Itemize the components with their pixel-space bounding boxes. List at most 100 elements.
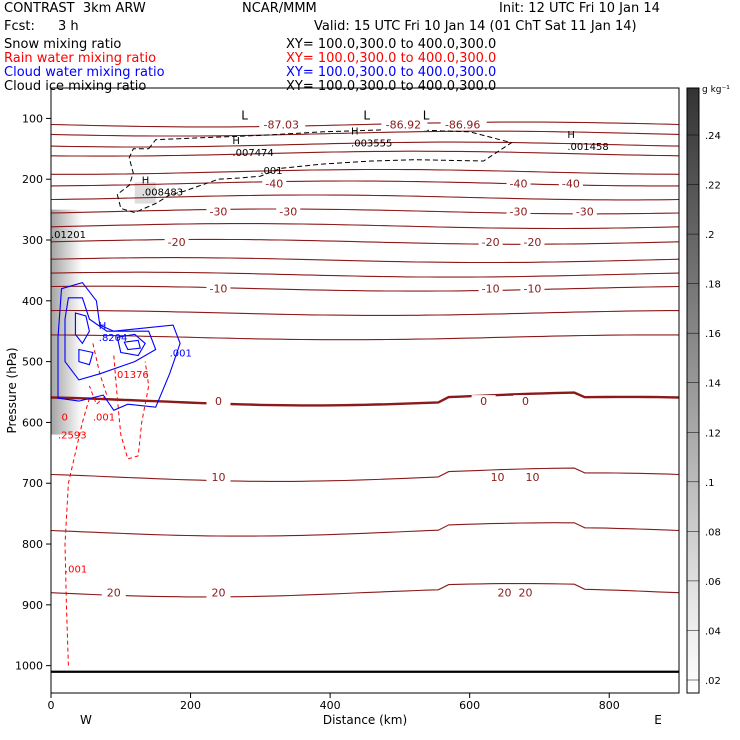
isotherm-label-bg [164, 235, 189, 248]
low-marker: L [241, 108, 248, 122]
colorbar-tick-label: .1 [705, 478, 715, 489]
isotherm-label-bg [471, 395, 496, 408]
rain-label: .01376 [114, 370, 149, 381]
low-value: -86.92 [386, 118, 421, 131]
isotherm-label-bg [206, 395, 231, 408]
isotherm-label-bg [520, 282, 545, 295]
isotherm-label: -20 [168, 236, 186, 249]
plot-frame [50, 87, 680, 694]
colorbar-tick-label: .14 [705, 379, 721, 390]
isotherm-label-bg [101, 586, 126, 599]
colorbar-tick-label: .02 [705, 676, 721, 687]
x-axis-label: Distance (km) [323, 713, 407, 727]
field-cloud-water-name: Cloud water mixing ratio [4, 65, 165, 80]
snow-high-value: .003555 [351, 139, 392, 150]
isotherm-label: -40 [265, 177, 283, 190]
valid-time: Valid: 15 UTC Fri 10 Jan 14 (01 ChT Sat … [314, 19, 637, 34]
isotherm-label: 20 [107, 587, 121, 600]
isotherm-label-bg [262, 177, 287, 190]
snow-contour-label: .001 [260, 166, 282, 177]
isotherm-line [50, 194, 680, 201]
isotherm-label: 10 [211, 471, 225, 484]
isotherm-label-bg [572, 205, 597, 218]
isotherm-label-bg [478, 235, 503, 248]
x-tick-label: 800 [599, 699, 620, 712]
isotherm-line [50, 467, 680, 482]
isotherm-line [50, 271, 680, 278]
colorbar-tick-label: .16 [705, 329, 721, 340]
isotherm-label-bg [520, 471, 545, 484]
x-tick-label: 200 [180, 699, 201, 712]
y-tick-label: 800 [22, 538, 43, 551]
field-rain-name: Rain water mixing ratio [4, 51, 157, 66]
east-label: E [654, 713, 662, 727]
isotherm-label-bg [492, 586, 517, 599]
isotherm-label: -30 [576, 205, 594, 218]
forecast-label: Fcst: [4, 19, 35, 34]
isotherm-line [50, 223, 680, 230]
isotherm-label: 20 [498, 587, 512, 600]
cloud-water-high-value: .8204 [99, 333, 128, 344]
snow-high-marker: H [351, 127, 359, 138]
snow-high-value: .007474 [232, 148, 273, 159]
isotherm-label-bg [506, 205, 531, 218]
colorbar-gradient [686, 87, 700, 694]
field-cloud-water-xy: XY= 100.0,300.0 to 400.0,300.0 [286, 65, 497, 80]
isotherm-label: 0 [522, 395, 529, 408]
isotherm-line [50, 130, 680, 137]
isotherm-label: 10 [491, 471, 505, 484]
snow-high-marker: H [142, 175, 150, 186]
colorbar-unit: g kg⁻¹ [702, 85, 730, 95]
rain-label: 0 [61, 412, 67, 423]
cloud-water-contour [78, 348, 94, 366]
cloud-water-contour [64, 297, 157, 381]
isotherm-line [50, 583, 680, 598]
low-value: -87.03 [264, 118, 299, 131]
isotherm-line [50, 522, 680, 537]
model-title: CONTRAST 3km ARW [4, 1, 146, 16]
snow-high-value: .008483 [142, 187, 183, 198]
field-cloud-ice-name: Cloud ice mixing ratio [4, 79, 147, 94]
snow-high-marker: H [567, 130, 575, 141]
low-marker: L [423, 108, 430, 122]
init-time: Init: 12 UTC Fri 10 Jan 14 [499, 1, 660, 16]
cloud-water-contour [74, 312, 90, 345]
isotherm-label: -30 [209, 205, 227, 218]
isotherm-label: -30 [510, 205, 528, 218]
cloud-water-contour [123, 339, 141, 351]
isotherm-label: -10 [482, 283, 500, 296]
field-snow-xy: XY= 100.0,300.0 to 400.0,300.0 [286, 37, 497, 52]
isotherm-label: 20 [211, 587, 225, 600]
cloud-water-label: .001 [170, 348, 192, 359]
isotherm-label-bg [558, 177, 583, 190]
isotherm-label-bg [513, 395, 538, 408]
rain-contour [88, 343, 108, 406]
colorbar-tick-label: .24 [705, 131, 721, 142]
isotherm-line [50, 391, 680, 407]
colorbar-tick-label: .18 [705, 280, 721, 291]
isotherm-label-bg [506, 177, 531, 190]
isotherm-label-bg [485, 471, 510, 484]
cloud-water-contour [57, 281, 181, 411]
isotherm-label: -20 [482, 236, 500, 249]
low-value-bg [259, 117, 306, 131]
isotherm-label: 10 [525, 471, 539, 484]
isotherm-label-bg [206, 586, 231, 599]
field-rain-xy: XY= 100.0,300.0 to 400.0,300.0 [286, 51, 497, 66]
field-cloud-ice-xy: XY= 100.0,300.0 to 400.0,300.0 [286, 79, 497, 94]
low-value: -86.96 [445, 118, 480, 131]
contour-labels: -40 -40 -40 -30 -30 -30 -30 -20 -20 -20 -10 -10 -10 0… [51, 108, 609, 599]
isotherm-label-bg [206, 471, 231, 484]
isotherm-label-bg [478, 282, 503, 295]
colorbar-tick-label: .04 [705, 626, 721, 637]
x-tick-label: 0 [48, 699, 55, 712]
colorbar-tick-label: .08 [705, 527, 721, 538]
isotherm-label-bg [206, 282, 231, 295]
isotherm-line [50, 285, 680, 292]
y-axis-label: Pressure (hPa) [5, 347, 19, 433]
colorbar-tick-label: .12 [705, 428, 721, 439]
x-tick-label: 600 [459, 699, 480, 712]
isotherm-line [51, 168, 680, 175]
isotherm-label-bg [520, 235, 545, 248]
